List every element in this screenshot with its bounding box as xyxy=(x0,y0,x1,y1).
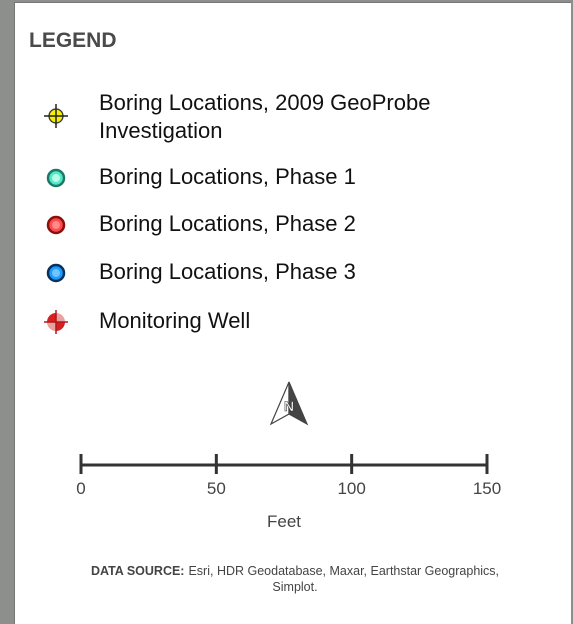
source-text: Esri, HDR Geodatabase, Maxar, Earthstar … xyxy=(188,564,499,594)
item-label: Boring Locations, Phase 1 xyxy=(99,163,529,191)
scale-unit: Feet xyxy=(267,512,301,531)
scale-tick-label: 0 xyxy=(76,479,85,498)
data-source: DATA SOURCE:Esri, HDR Geodatabase, Maxar… xyxy=(75,563,515,595)
scale-tick-label: 100 xyxy=(337,479,365,498)
well-symbol xyxy=(41,307,71,337)
crosshair-symbol xyxy=(41,101,71,131)
item-label: Boring Locations, Phase 2 xyxy=(99,210,529,238)
legend-title: LEGEND xyxy=(29,29,117,53)
page: {"legend": { "title": "LEGEND", "items":… xyxy=(0,0,573,624)
phase2-symbol xyxy=(41,210,71,240)
item-label: Monitoring Well xyxy=(99,307,529,335)
legend-panel: LEGEND Boring Locations, 2009 GeoProbe I… xyxy=(14,2,571,624)
phase3-symbol xyxy=(41,258,71,288)
scale-tick-label: 50 xyxy=(207,479,226,498)
north-label: N xyxy=(284,398,294,414)
scale-bar: 0 50 100 150 Feet xyxy=(15,443,572,543)
phase1-symbol xyxy=(41,163,71,193)
item-label: Boring Locations, 2009 GeoProbe Investig… xyxy=(99,89,529,145)
source-heading: DATA SOURCE: xyxy=(91,564,185,578)
item-label: Boring Locations, Phase 3 xyxy=(99,258,529,286)
scale-tick-label: 150 xyxy=(473,479,501,498)
north-arrow: N xyxy=(267,379,311,429)
